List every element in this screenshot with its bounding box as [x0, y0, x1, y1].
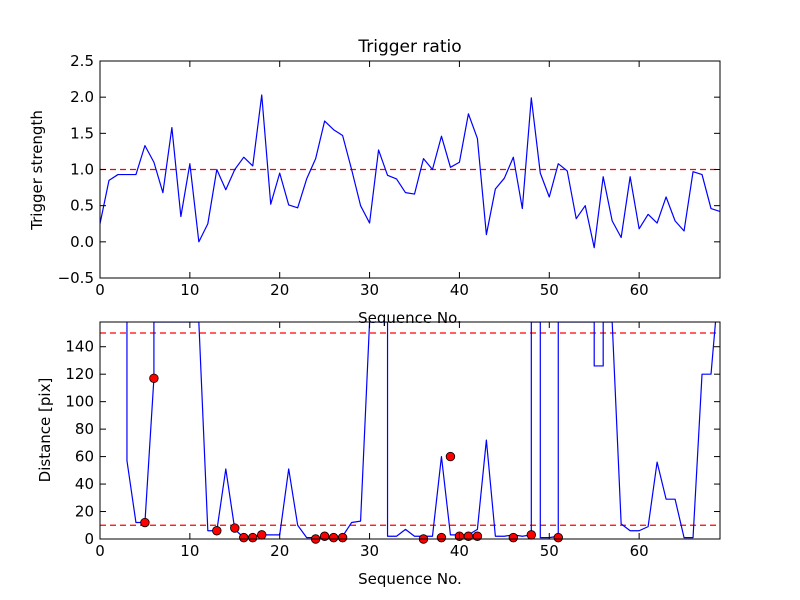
- data-point: [472, 531, 483, 541]
- y-tick-label: 40: [75, 475, 94, 493]
- y-axis-label: Trigger strength: [28, 110, 46, 231]
- data-point: [149, 373, 159, 384]
- x-axis-label: Sequence No.: [358, 570, 462, 588]
- y-tick-label: −0.5: [58, 269, 94, 287]
- y-tick-label: 20: [75, 503, 94, 521]
- y-tick-label: 80: [75, 420, 94, 438]
- x-tick-label: 0: [95, 542, 105, 560]
- y-tick-label: 100: [65, 393, 94, 411]
- data-point: [508, 532, 519, 543]
- y-tick-label: 140: [65, 338, 94, 356]
- series-line: [126, 322, 717, 539]
- data-point: [212, 526, 222, 536]
- data-point: [526, 530, 537, 540]
- x-axis-label: Sequence No.: [358, 309, 462, 327]
- y-tick-label: 1.5: [70, 124, 94, 142]
- chart-title: Trigger ratio: [357, 37, 461, 57]
- data-point: [436, 532, 447, 543]
- series-line: [100, 94, 720, 249]
- data-point: [140, 517, 150, 528]
- x-tick-label: 60: [630, 281, 649, 299]
- x-tick-label: 10: [180, 281, 199, 299]
- y-tick-label: 60: [75, 448, 94, 466]
- y-tick-label: 120: [65, 365, 94, 383]
- x-tick-label: 50: [540, 281, 559, 299]
- y-axis-label: Distance [pix]: [36, 378, 54, 483]
- data-point: [445, 451, 456, 462]
- x-tick-label: 40: [450, 542, 469, 560]
- x-tick-label: 0: [95, 281, 105, 299]
- trigger-ratio-plot-area: 0 10 20 30 40 50 60 −0.5 0.0 0.5 1.0 1.5 2.0 2.5: [58, 52, 721, 299]
- y-tick-label: 2.5: [70, 52, 94, 70]
- x-tick-label: 10: [180, 542, 199, 560]
- x-tick-label: 50: [540, 542, 559, 560]
- data-point: [257, 530, 267, 540]
- data-point: [319, 531, 330, 541]
- data-point: [553, 532, 563, 543]
- data-point: [337, 532, 348, 543]
- data-point: [248, 532, 258, 543]
- x-tick-label: 40: [450, 281, 469, 299]
- x-tick-label: 30: [360, 542, 379, 560]
- y-tick-label: 0.5: [70, 197, 94, 215]
- y-tick-label: 0.0: [70, 233, 94, 251]
- y-tick-label: 1.0: [70, 161, 94, 179]
- y-tick-label: 2.0: [70, 88, 94, 106]
- distance-plot-area: 0 10 20 30 40 50 60 0 20 40 60 80 100 120 140: [65, 321, 721, 560]
- x-tick-label: 60: [630, 542, 649, 560]
- y-tick-label: 0: [84, 530, 94, 548]
- x-tick-label: 20: [270, 542, 289, 560]
- distance-panel: 0 10 20 30 40 50 60 0 20 40 60 80 100 120 140 Sequence…: [36, 321, 721, 588]
- data-point: [328, 532, 339, 543]
- data-point: [239, 532, 249, 543]
- trigger-ratio-panel: Trigger ratio 0 10 20 30 40 50 60 −0.5 0.0 0.5 1.0…: [28, 37, 721, 327]
- x-tick-label: 30: [360, 281, 379, 299]
- x-tick-label: 20: [270, 281, 289, 299]
- data-point: [230, 523, 240, 533]
- plot-frame: [99, 321, 721, 540]
